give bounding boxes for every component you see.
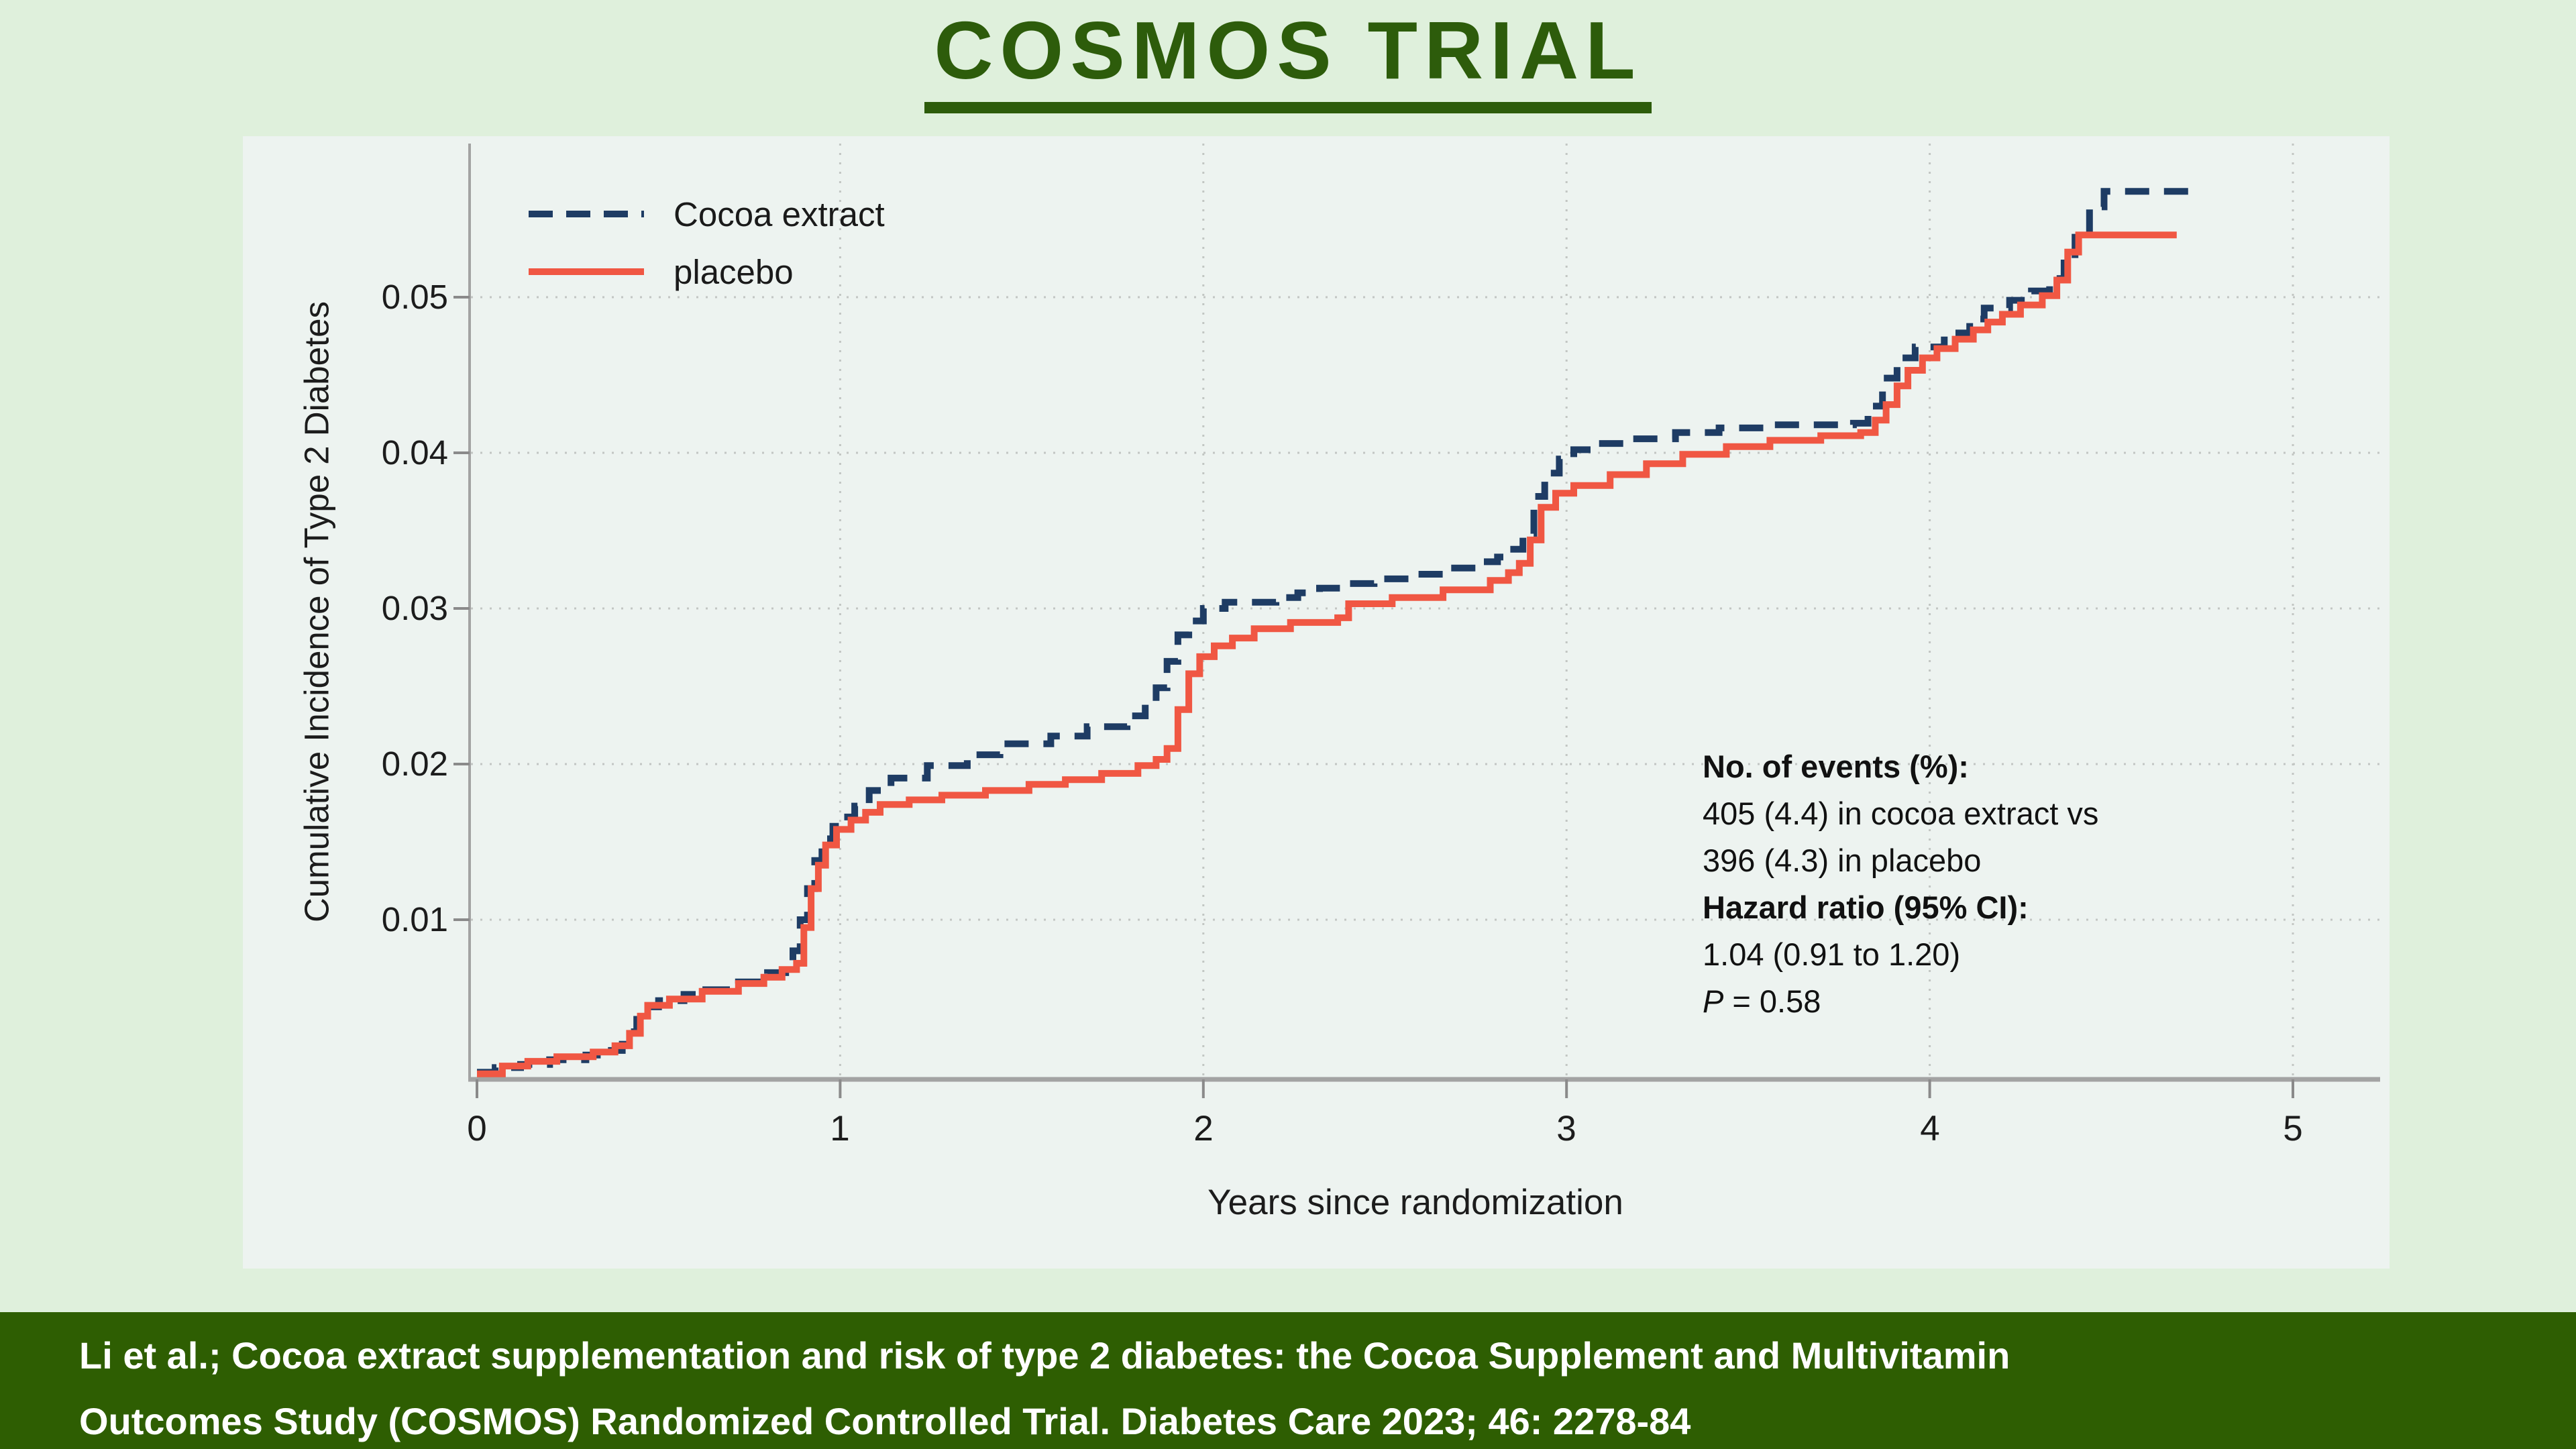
y-axis-title: Cumulative Incidence of Type 2 Diabetes <box>297 301 336 923</box>
y-tick-label-0.01: 0.01 <box>381 900 448 938</box>
citation-line-1: Li et al.; Cocoa extract supplementation… <box>79 1334 2010 1377</box>
x-tick-label-5: 5 <box>2283 1109 2303 1148</box>
x-tick-label-4: 4 <box>1920 1109 1940 1148</box>
placebo-line-sample-icon <box>529 268 644 275</box>
annotation-events-placebo: 396 (4.3) in placebo <box>1703 843 1982 878</box>
x-axis-title: Years since randomization <box>1208 1183 1623 1222</box>
y-tick-label-0.05: 0.05 <box>381 278 448 316</box>
title-bar: COSMOS TRIAL <box>0 5 2576 114</box>
placebo-curve <box>477 231 2177 1077</box>
annotation-events-cocoa: 405 (4.4) in cocoa extract vs <box>1703 796 2099 831</box>
legend-label-cocoa-extract: Cocoa extract <box>674 195 885 233</box>
legend-item-cocoa-extract: Cocoa extract <box>529 191 885 237</box>
p-symbol: P <box>1703 983 1724 1019</box>
legend: Cocoa extract placebo <box>529 191 885 306</box>
y-tick-label-0.03: 0.03 <box>381 589 448 627</box>
x-tick-label-3: 3 <box>1556 1109 1576 1148</box>
citation-bar <box>0 1312 2576 1449</box>
annotation-p-value: P = 0.58 <box>1703 978 2098 1025</box>
cocoa-extract-line-sample-icon <box>529 211 644 217</box>
citation-line-2: Outcomes Study (COSMOS) Randomized Contr… <box>79 1400 1691 1442</box>
p-value-text: = 0.58 <box>1723 983 1821 1019</box>
annotation-hr-header: Hazard ratio (95% CI): <box>1703 890 2029 925</box>
annotation-events-header: No. of events (%): <box>1703 749 1969 784</box>
x-tick-label-2: 2 <box>1193 1109 1214 1148</box>
annotation-hr-value: 1.04 (0.91 to 1.20) <box>1703 936 1961 972</box>
legend-label-placebo: placebo <box>674 252 794 291</box>
y-tick-label-0.02: 0.02 <box>381 745 448 783</box>
page-title: COSMOS TRIAL <box>924 5 1652 114</box>
x-tick-label-0: 0 <box>467 1109 487 1148</box>
stats-annotation: No. of events (%): 405 (4.4) in cocoa ex… <box>1703 743 2098 1025</box>
x-tick-label-1: 1 <box>830 1109 850 1148</box>
legend-item-placebo: placebo <box>529 248 885 295</box>
y-tick-label-0.04: 0.04 <box>381 433 448 472</box>
